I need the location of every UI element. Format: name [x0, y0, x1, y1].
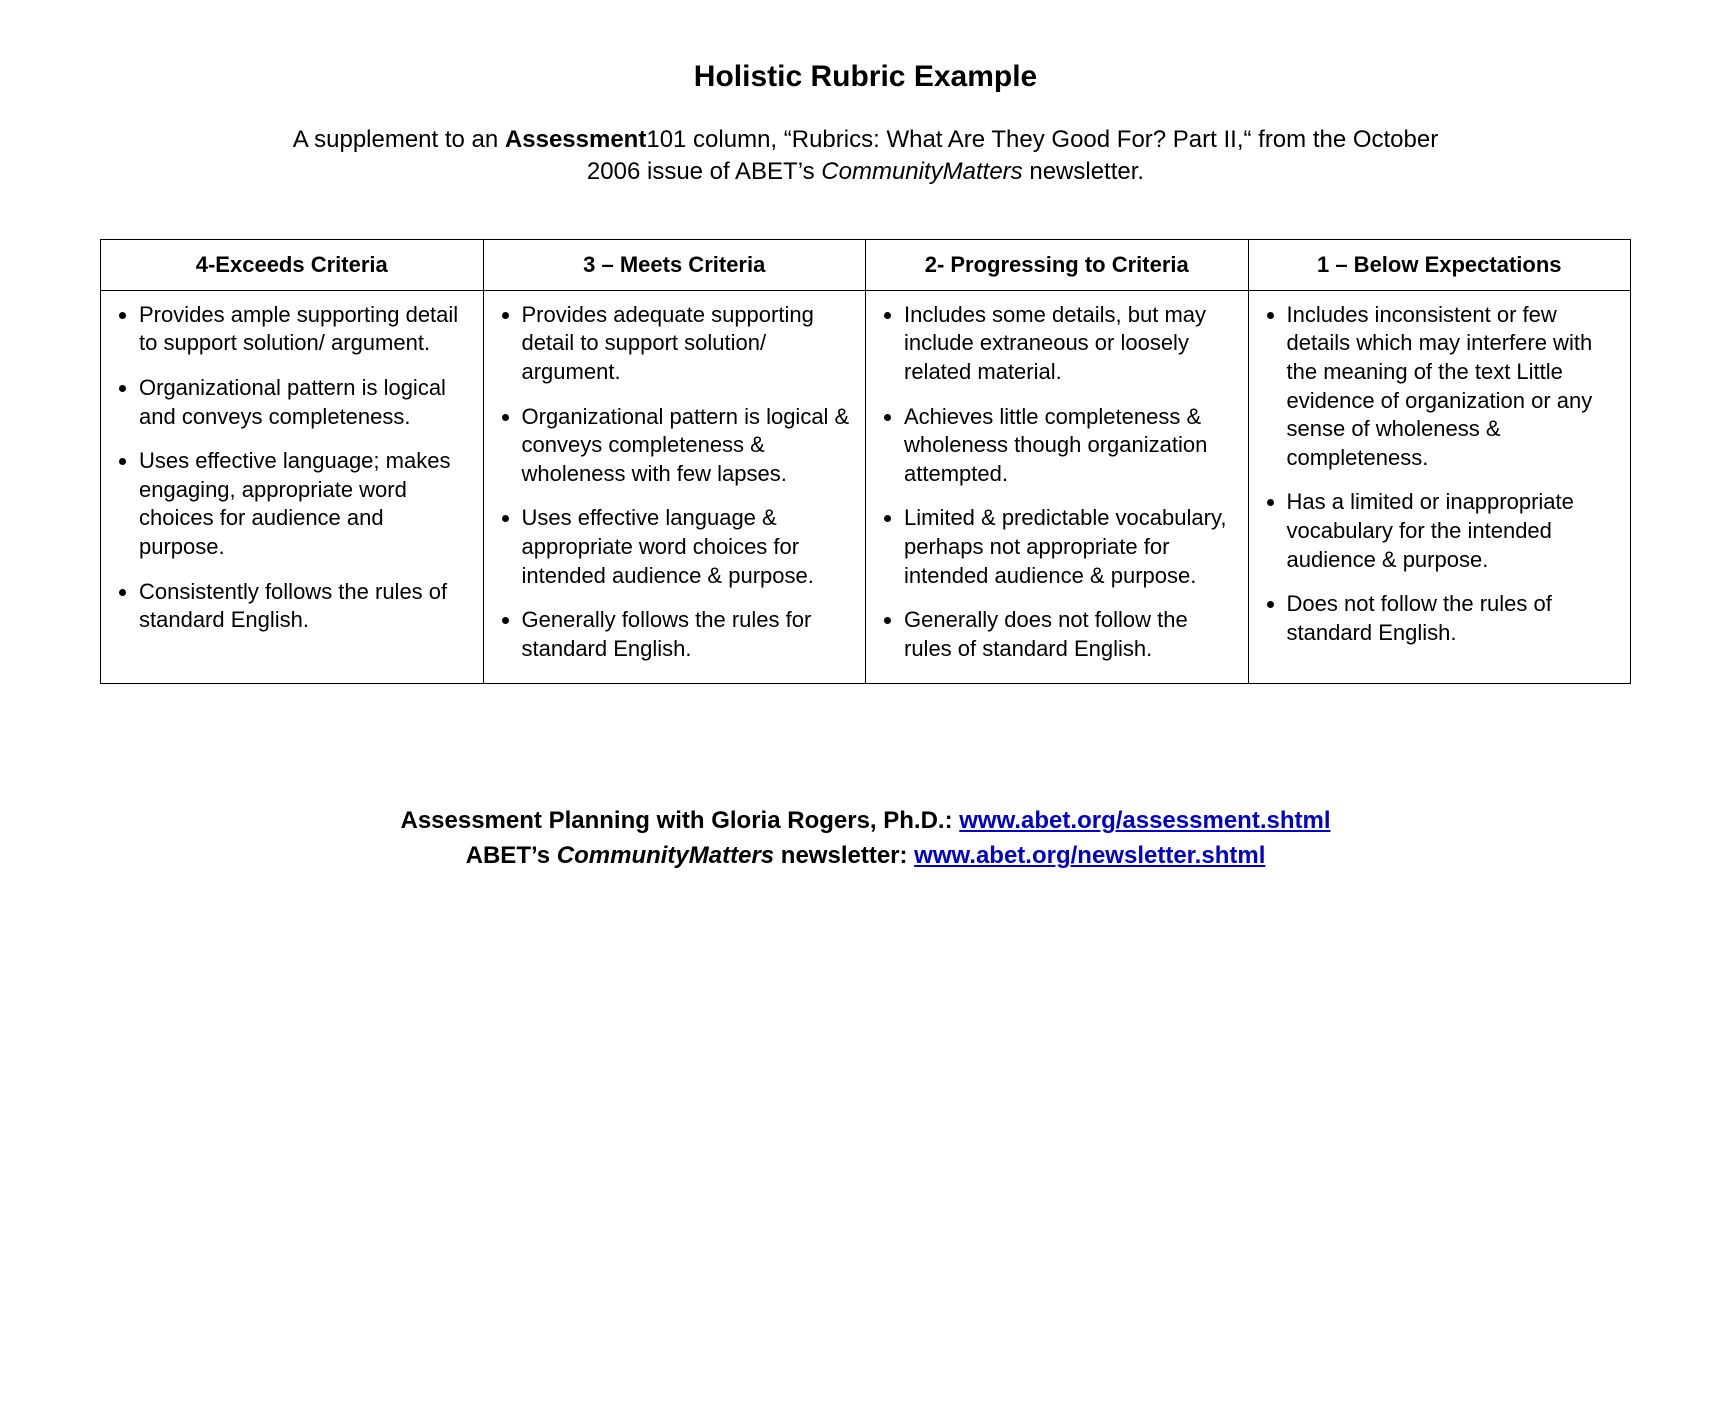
list-item: Provides adequate supporting detail to s…: [522, 301, 858, 387]
col-header: 4-Exceeds Criteria: [101, 239, 484, 290]
list-item: Consistently follows the rules of standa…: [139, 578, 475, 635]
footer-text: ABET’s: [466, 842, 557, 869]
list-item: Includes inconsistent or few details whi…: [1287, 301, 1623, 473]
page-title: Holistic Rubric Example: [100, 60, 1631, 94]
subtitle: A supplement to an Assessment101 column,…: [266, 124, 1466, 189]
subtitle-post: newsletter.: [1023, 158, 1144, 185]
subtitle-italic: CommunityMatters: [821, 158, 1022, 185]
col-header: 2- Progressing to Criteria: [866, 239, 1249, 290]
footer-text: Assessment Planning with Gloria Rogers, …: [400, 807, 959, 834]
list-item: Uses effective language; makes engaging,…: [139, 447, 475, 561]
list-item: Uses effective language & appropriate wo…: [522, 504, 858, 590]
table-cell: Provides adequate supporting detail to s…: [483, 290, 866, 684]
footer-line-2: ABET’s CommunityMatters newsletter: www.…: [100, 839, 1631, 874]
col-header: 1 – Below Expectations: [1248, 239, 1631, 290]
list-item: Includes some details, but may include e…: [904, 301, 1240, 387]
footer-italic: CommunityMatters: [557, 842, 774, 869]
table-row: Provides ample supporting detail to supp…: [101, 290, 1631, 684]
list-item: Limited & predictable vocabulary, perhap…: [904, 504, 1240, 590]
table-cell: Includes some details, but may include e…: [866, 290, 1249, 684]
table-header-row: 4-Exceeds Criteria 3 – Meets Criteria 2-…: [101, 239, 1631, 290]
list-item: Organizational pattern is logical and co…: [139, 374, 475, 431]
list-item: Provides ample supporting detail to supp…: [139, 301, 475, 358]
subtitle-bold: Assessment: [505, 126, 646, 153]
list-item: Has a limited or inappropriate vocabular…: [1287, 488, 1623, 574]
assessment-link[interactable]: www.abet.org/assessment.shtml: [959, 807, 1330, 834]
rubric-table: 4-Exceeds Criteria 3 – Meets Criteria 2-…: [100, 239, 1631, 685]
list-item: Generally follows the rules for standard…: [522, 606, 858, 663]
list-item: Organizational pattern is logical & conv…: [522, 403, 858, 489]
table-cell: Includes inconsistent or few details whi…: [1248, 290, 1631, 684]
table-cell: Provides ample supporting detail to supp…: [101, 290, 484, 684]
list-item: Generally does not follow the rules of s…: [904, 606, 1240, 663]
newsletter-link[interactable]: www.abet.org/newsletter.shtml: [914, 842, 1265, 869]
list-item: Does not follow the rules of standard En…: [1287, 590, 1623, 647]
subtitle-pre: A supplement to an: [293, 126, 505, 153]
footer-text: newsletter:: [774, 842, 914, 869]
list-item: Achieves little completeness & wholeness…: [904, 403, 1240, 489]
col-header: 3 – Meets Criteria: [483, 239, 866, 290]
footer: Assessment Planning with Gloria Rogers, …: [100, 804, 1631, 874]
footer-line-1: Assessment Planning with Gloria Rogers, …: [100, 804, 1631, 839]
